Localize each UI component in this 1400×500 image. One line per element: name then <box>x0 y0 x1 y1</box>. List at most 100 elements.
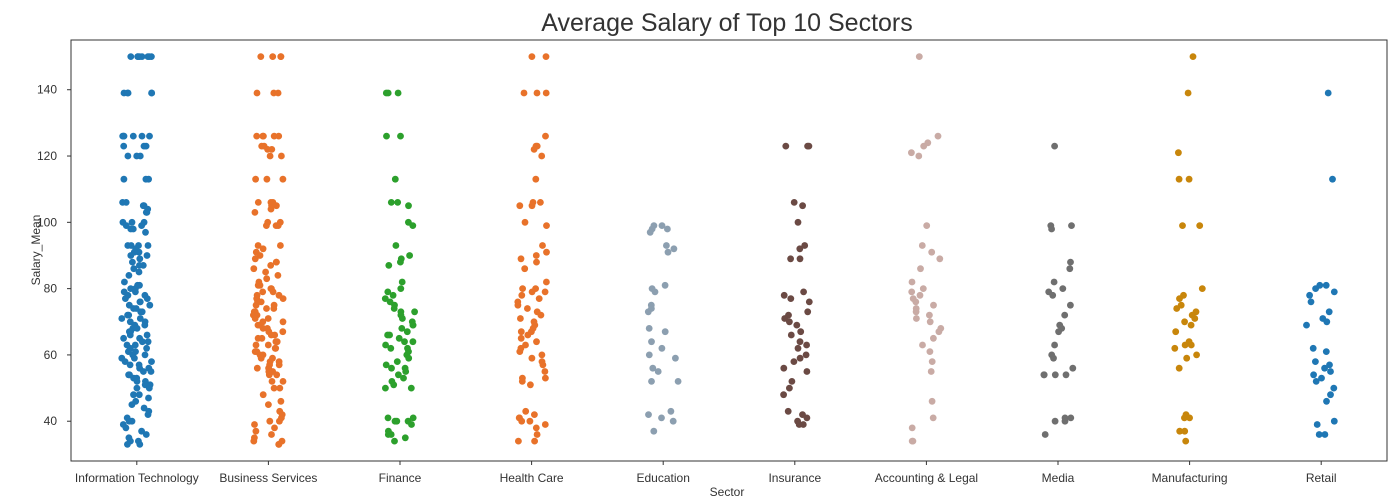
data-point <box>1326 361 1333 369</box>
data-point <box>411 308 418 316</box>
data-point <box>382 384 389 392</box>
x-tick-label: Education <box>637 471 690 485</box>
data-point <box>796 354 804 362</box>
data-point <box>1066 265 1074 273</box>
data-point <box>1179 222 1186 230</box>
data-point <box>143 331 151 339</box>
data-point <box>669 417 677 425</box>
data-point <box>128 218 136 226</box>
data-point <box>520 89 528 97</box>
data-point <box>915 152 923 160</box>
data-point <box>1062 371 1070 379</box>
data-point <box>533 338 540 346</box>
data-point <box>390 381 398 389</box>
data-point <box>528 288 536 296</box>
data-point <box>1061 311 1069 319</box>
data-point <box>797 328 805 336</box>
data-point <box>382 341 389 349</box>
data-point <box>1325 308 1333 316</box>
data-point <box>918 242 926 249</box>
data-point <box>263 305 270 312</box>
data-point <box>403 328 411 336</box>
data-point <box>142 175 150 183</box>
data-point <box>266 417 274 425</box>
data-point <box>928 248 936 256</box>
data-point <box>252 427 260 435</box>
data-point <box>408 421 415 428</box>
data-point <box>936 255 944 263</box>
data-point <box>143 209 151 216</box>
data-point <box>1312 285 1319 292</box>
data-point <box>796 245 804 253</box>
data-point <box>1181 427 1189 435</box>
data-point <box>384 414 392 422</box>
data-point <box>803 414 811 422</box>
data-point <box>780 391 787 399</box>
data-point <box>272 338 280 346</box>
data-point <box>1312 378 1320 385</box>
data-point <box>537 199 544 206</box>
x-tick-label: Manufacturing <box>1152 471 1228 485</box>
data-point <box>275 361 283 369</box>
data-point <box>1067 301 1074 309</box>
data-point <box>1181 318 1188 326</box>
data-point <box>130 265 138 273</box>
data-point <box>928 397 936 405</box>
data-point <box>649 364 657 372</box>
data-point <box>786 318 793 326</box>
data-point <box>542 89 550 97</box>
data-point <box>805 142 813 150</box>
data-point <box>250 265 258 273</box>
data-point <box>125 371 132 379</box>
x-tick-label: Retail <box>1306 471 1337 485</box>
data-point <box>383 132 390 140</box>
data-point <box>391 175 399 183</box>
data-point <box>127 225 135 233</box>
data-point <box>1050 278 1058 286</box>
data-point <box>1185 175 1193 183</box>
data-point <box>128 417 136 425</box>
data-point <box>266 152 274 160</box>
data-point <box>259 288 267 296</box>
data-point <box>518 417 526 425</box>
data-point <box>277 242 284 249</box>
data-point <box>279 295 287 302</box>
data-point <box>271 424 278 432</box>
data-point <box>644 308 652 316</box>
data-point <box>661 281 669 289</box>
x-tick-label: Health Care <box>500 471 564 485</box>
data-point <box>923 222 931 230</box>
data-point <box>1041 431 1049 438</box>
data-point <box>648 338 655 346</box>
data-point <box>539 361 547 369</box>
data-point <box>257 53 265 60</box>
data-point <box>257 354 265 362</box>
data-point <box>385 262 393 269</box>
data-point <box>801 242 809 249</box>
data-point <box>522 407 530 415</box>
data-point <box>926 348 934 355</box>
data-point <box>144 242 152 249</box>
y-axis-label: Salary_Mean <box>29 215 43 286</box>
data-point <box>517 328 525 336</box>
data-point <box>269 53 277 60</box>
data-point <box>919 285 927 292</box>
data-point <box>387 199 395 206</box>
data-point <box>535 295 543 302</box>
data-point <box>145 384 153 392</box>
data-point <box>401 338 408 346</box>
data-point <box>1050 354 1057 362</box>
y-tick-label: 100 <box>37 215 57 229</box>
data-point <box>142 228 149 236</box>
data-point <box>538 351 546 359</box>
data-point <box>1322 348 1330 355</box>
data-point <box>398 325 406 332</box>
data-point <box>274 272 282 279</box>
data-point <box>146 132 153 140</box>
data-point <box>263 275 271 283</box>
data-point <box>1051 417 1059 425</box>
data-point <box>658 222 666 230</box>
data-point <box>651 288 659 296</box>
data-point <box>390 305 398 312</box>
data-point <box>1069 364 1077 372</box>
